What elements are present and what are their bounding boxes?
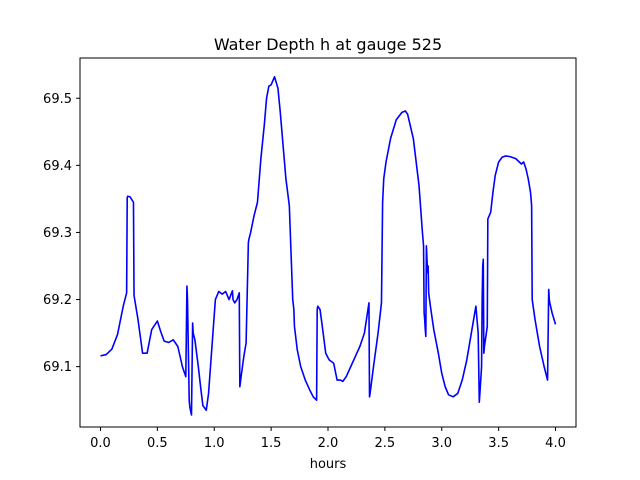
x-axis: 0.0 0.5 1.0 1.5 2.0 2.5 3.0 3.5 4.0 bbox=[90, 427, 566, 451]
y-axis: 69.1 69.2 69.3 69.4 69.5 bbox=[43, 92, 80, 375]
x-tick-label: 0.5 bbox=[147, 436, 168, 451]
x-axis-label: hours bbox=[310, 457, 347, 472]
x-tick-label: 2.5 bbox=[375, 436, 396, 451]
chart-title: Water Depth h at gauge 525 bbox=[214, 35, 442, 54]
x-tick-label: 2.0 bbox=[318, 436, 339, 451]
y-tick-label: 69.4 bbox=[43, 159, 72, 174]
x-tick-label: 0.0 bbox=[90, 436, 111, 451]
y-tick-label: 69.1 bbox=[43, 360, 72, 375]
series-line bbox=[100, 75, 557, 416]
x-tick-label: 3.0 bbox=[431, 436, 452, 451]
y-tick-label: 69.2 bbox=[43, 293, 72, 308]
y-tick-label: 69.3 bbox=[43, 226, 72, 241]
y-tick-label: 69.5 bbox=[43, 92, 72, 107]
axes-frame bbox=[79, 57, 577, 428]
x-tick-label: 4.0 bbox=[545, 436, 566, 451]
x-tick-label: 3.5 bbox=[488, 436, 509, 451]
series-layer bbox=[100, 75, 557, 416]
x-tick-label: 1.5 bbox=[261, 436, 282, 451]
x-tick-label: 1.0 bbox=[204, 436, 225, 451]
